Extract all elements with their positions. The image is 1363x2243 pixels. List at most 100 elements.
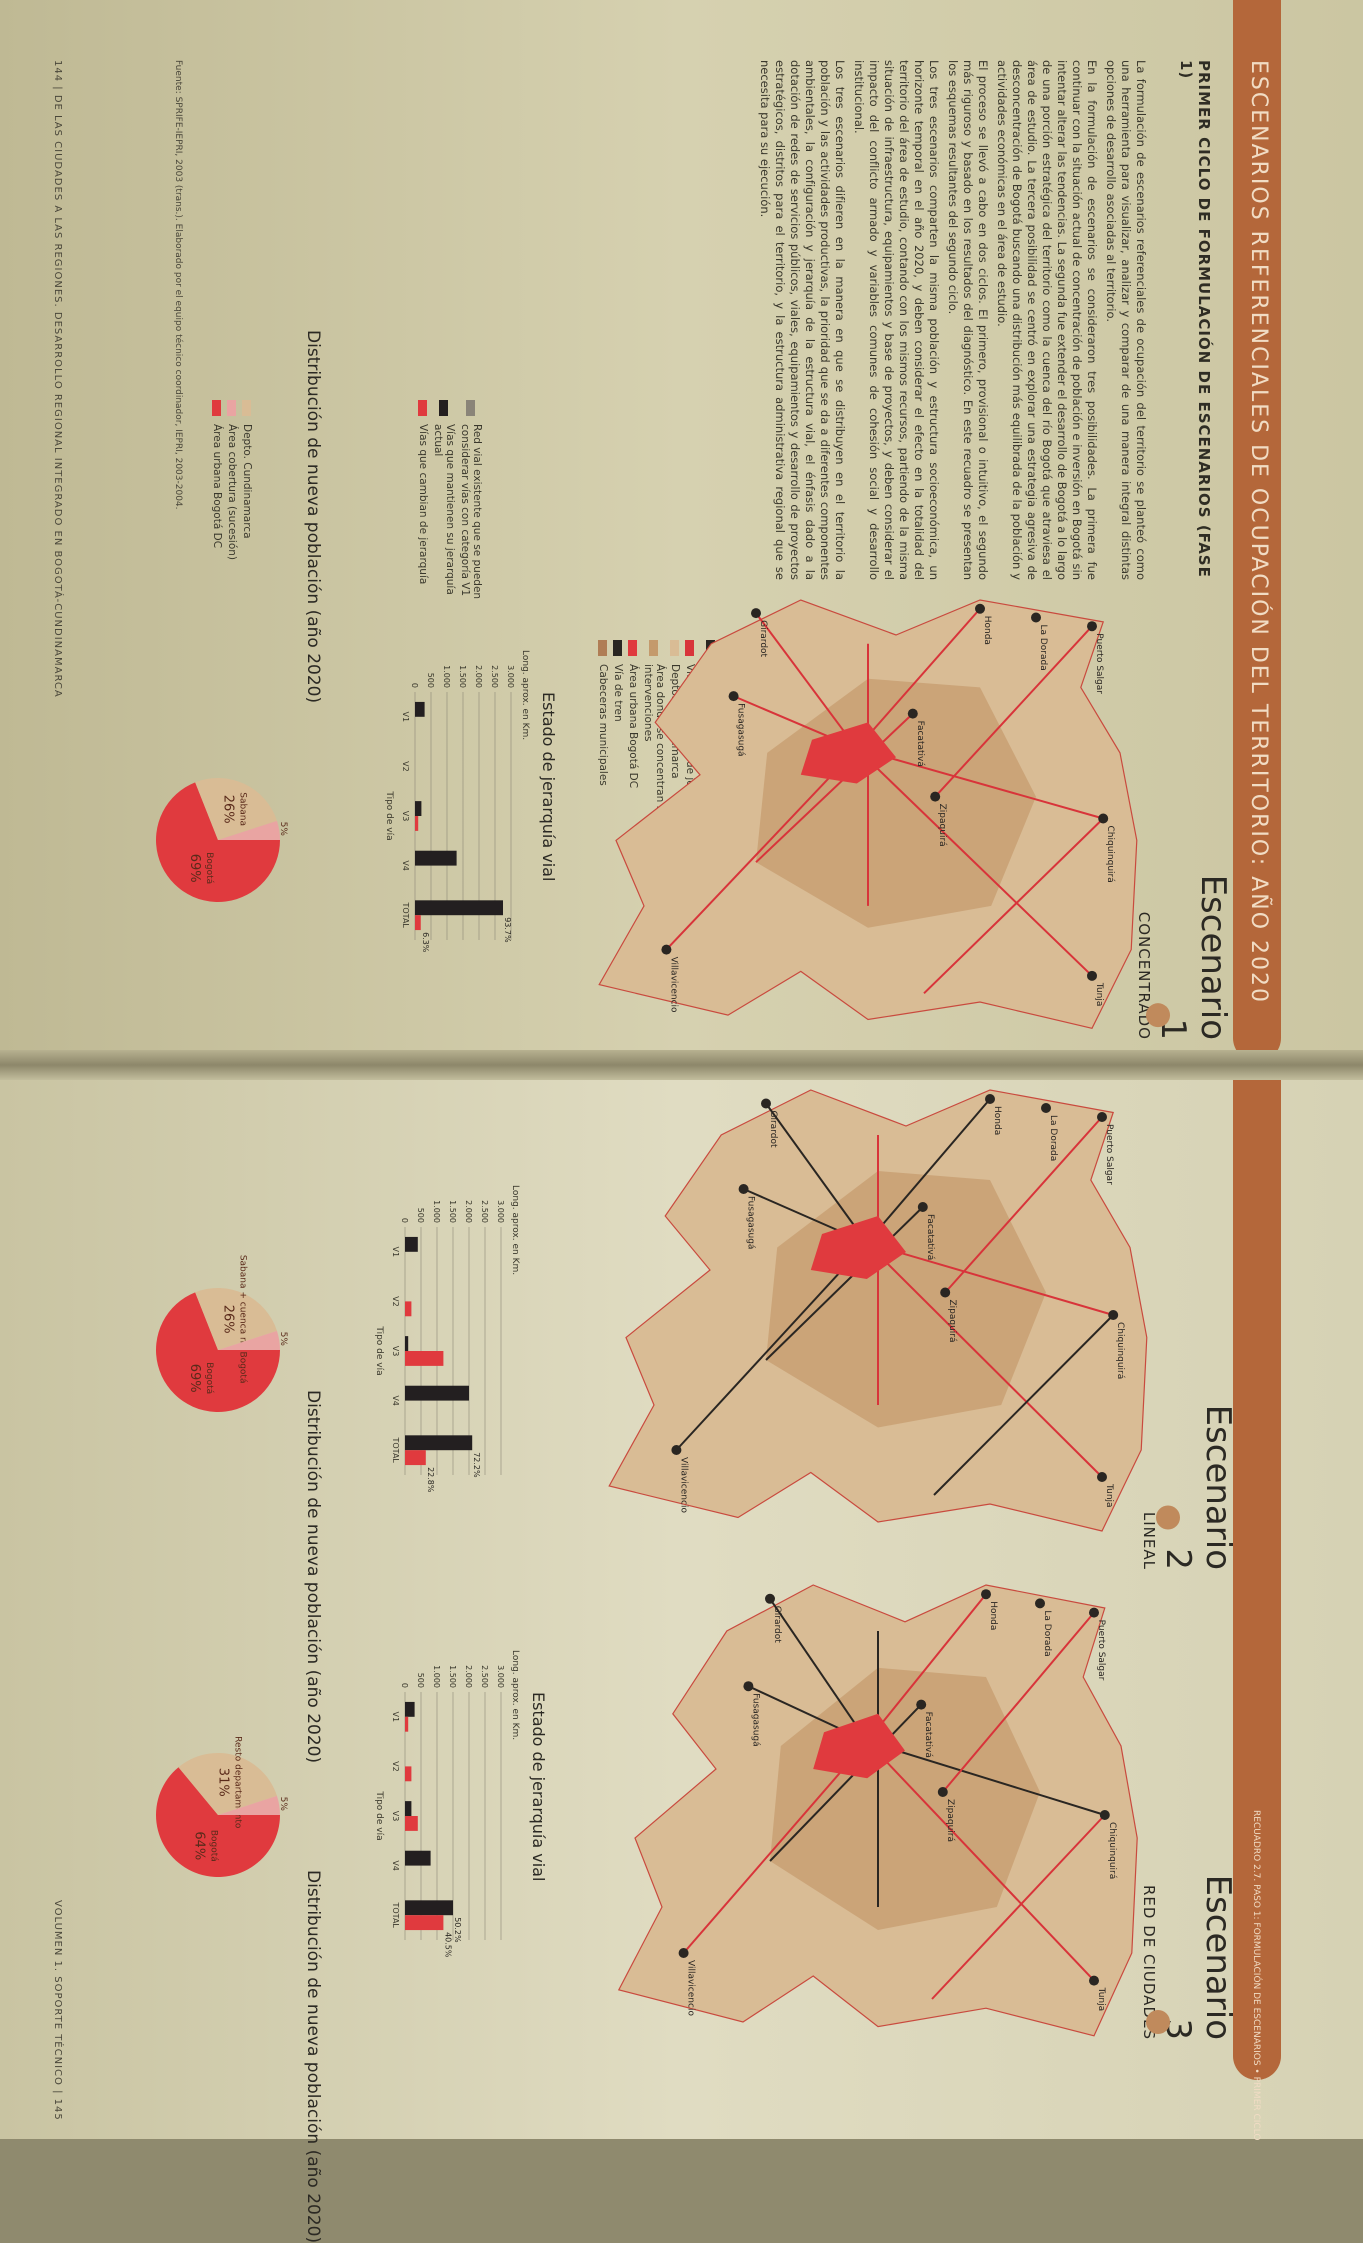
- x-tick-label: V2: [391, 1296, 400, 1307]
- town-marker: [917, 1202, 928, 1212]
- town-marker: [743, 1681, 754, 1692]
- town-marker: [1035, 1598, 1045, 1609]
- place-label: Tunja: [1096, 1987, 1106, 2012]
- town-marker: [1087, 970, 1097, 981]
- y-tick-label: 2.500: [480, 1200, 489, 1223]
- town-marker: [985, 1094, 995, 1104]
- town-marker: [1098, 813, 1109, 824]
- slice-name: Sabana + cuenca río Bogotá: [238, 1255, 248, 1384]
- legend-swatch: [418, 400, 428, 416]
- paragraph: La formulación de escenarios referencial…: [1104, 60, 1148, 580]
- x-tick-label: V2: [401, 761, 410, 772]
- total-label: 72.2%: [472, 1452, 481, 1478]
- place-label: La Dorada: [1048, 1115, 1058, 1161]
- x-tick-label: V4: [391, 1395, 400, 1406]
- bar-chart: Long. aprox. en Km. Tipo de vía 0 500 1.000 1…: [374, 1185, 520, 1493]
- town-marker: [907, 708, 918, 719]
- section-heading: PRIMER CICLO DE FORMULACIÓN DE ESCENARIO…: [1177, 60, 1213, 578]
- bar: [405, 1351, 444, 1366]
- road: [923, 817, 1104, 995]
- y-tick-label: 1.000: [442, 665, 451, 688]
- town-marker: [981, 1589, 991, 1600]
- bar: [405, 1816, 418, 1831]
- y-tick-label: 2.500: [490, 665, 499, 688]
- road: [765, 1102, 868, 1244]
- road: [866, 1593, 987, 1743]
- x-tick-label: V3: [401, 811, 410, 822]
- town-marker: [1041, 1103, 1051, 1113]
- town-marker: [975, 603, 985, 614]
- place-label: Zipaquirá: [947, 1300, 957, 1343]
- x-tick-label: V1: [391, 1712, 400, 1723]
- paragraph: El proceso se llevó a cabo en dos ciclos…: [946, 60, 990, 580]
- road: [866, 1242, 1114, 1316]
- legend-label: Vías que mantienen su jerarquía actual: [432, 424, 456, 595]
- town-marker: [678, 1948, 689, 1958]
- x-axis-label: Tipo de vía: [384, 790, 394, 840]
- y-tick-label: 3.000: [506, 665, 515, 688]
- town-marker: [1089, 1607, 1099, 1618]
- place-label: Tunja: [1094, 982, 1104, 1007]
- bar-chart: Estado de jerarquía vial Long. aprox. en …: [374, 1650, 548, 1958]
- bar: [415, 850, 457, 866]
- road: [942, 1611, 1095, 1793]
- place-label: Zipaquirá: [937, 804, 947, 847]
- town-marker: [765, 1593, 775, 1604]
- bar-legend: Red vial existente que se pueden conside…: [414, 400, 483, 630]
- footer: VOLUMEN 1. SOPORTE TÉCNICO | 145: [52, 1900, 63, 2121]
- legend-item: Depto. Cundinamarca: [241, 400, 253, 620]
- x-tick-label: V4: [401, 860, 410, 871]
- road: [931, 1814, 1106, 2000]
- town-marker: [738, 1184, 749, 1194]
- city-marker: [1146, 2010, 1170, 2034]
- bar: [405, 1385, 469, 1401]
- legend-swatch: [212, 400, 222, 416]
- legend-item: Vías que mantienen su jerarquía actual: [432, 400, 456, 630]
- place-label: La Dorada: [1038, 624, 1048, 670]
- town-marker: [1108, 1310, 1119, 1320]
- road: [755, 612, 858, 750]
- town-marker: [751, 608, 761, 619]
- legend-label: Vías que cambian de jerarquía: [417, 424, 429, 585]
- town-marker: [671, 1445, 682, 1455]
- total-label: 22.8%: [426, 1467, 435, 1493]
- bar: [405, 1915, 444, 1931]
- page-header: RECUADRO 2.7. PASO 1: FORMULACIÓN DE ESC…: [1251, 1810, 1261, 2141]
- x-tick-label: TOTAL: [391, 1902, 400, 1929]
- bogota-urban-area: [810, 1216, 906, 1279]
- slice-value: 31%: [216, 1768, 231, 1797]
- place-label: Fusagasugá: [736, 703, 746, 756]
- place-label: Villavicencio: [678, 1457, 688, 1513]
- pie-title: Distribución de nueva población (año 202…: [303, 1390, 323, 1764]
- bar: [404, 1716, 409, 1732]
- town-marker: [728, 691, 739, 702]
- place-label: Facatativá: [925, 1214, 935, 1260]
- legend-label: Área cobertura (sucesión): [226, 424, 238, 561]
- pie-slice: [156, 1292, 280, 1412]
- paragraph: En la formulación de escenarios se consi…: [995, 60, 1099, 580]
- y-tick-label: 2.000: [464, 1200, 473, 1223]
- city-marker: [1146, 1003, 1170, 1028]
- town-marker: [916, 1699, 927, 1710]
- pie-title: Distribución de nueva población (año 202…: [303, 1870, 323, 2243]
- bar: [404, 1850, 431, 1866]
- pie-legend: Depto. Cundinamarca Área cobertura (suces…: [208, 400, 253, 620]
- road: [682, 1740, 868, 1954]
- legend-label: Red vial existente que se pueden conside…: [459, 424, 483, 600]
- place-label: Tunja: [1104, 1483, 1114, 1508]
- bogota-urban-area: [813, 1713, 905, 1779]
- y-tick-label: 3.000: [496, 1200, 505, 1223]
- x-tick-label: V2: [391, 1761, 400, 1772]
- place-label: Chiquinquirá: [1107, 1822, 1117, 1879]
- y-tick-label: 500: [416, 1208, 425, 1223]
- y-tick-label: 2.000: [464, 1665, 473, 1688]
- paragraph: Los tres escenarios difieren en la maner…: [758, 60, 847, 580]
- bar: [415, 915, 421, 931]
- y-tick-label: 3.000: [496, 1665, 505, 1688]
- y-tick-label: 1.000: [432, 1665, 441, 1688]
- bar: [404, 1336, 409, 1351]
